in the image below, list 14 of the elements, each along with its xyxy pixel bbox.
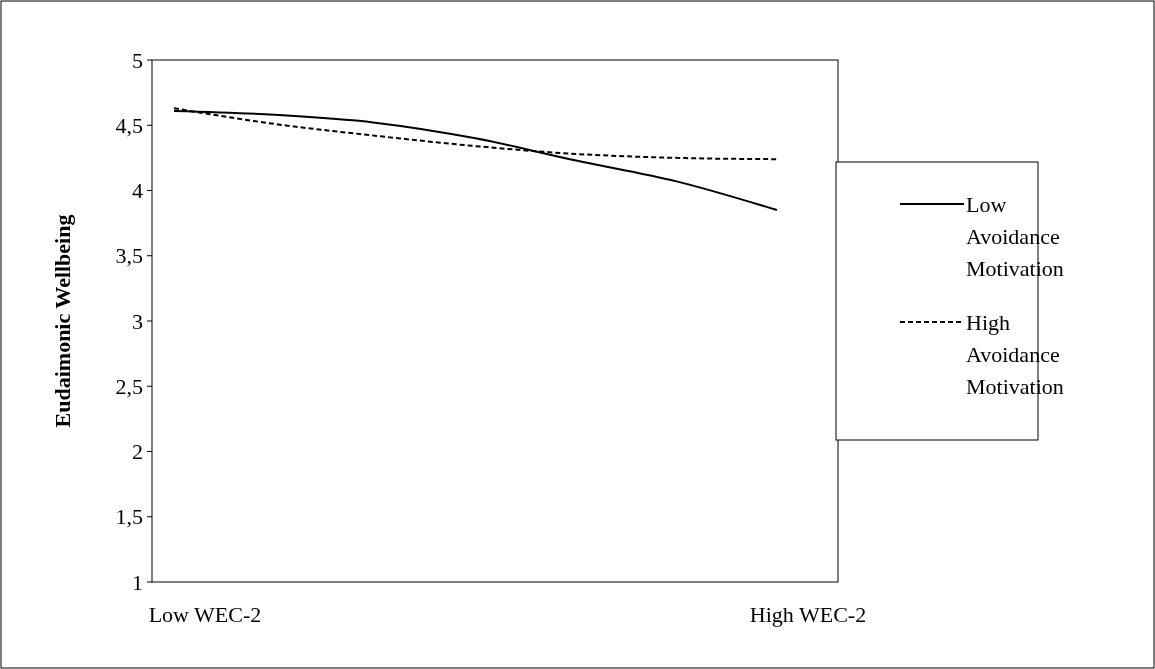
x-tick-label: Low WEC-2 xyxy=(148,602,262,627)
y-tick-label: 1 xyxy=(132,569,143,595)
y-tick-label: 4 xyxy=(132,178,143,204)
y-tick-label: 1,5 xyxy=(115,504,143,530)
legend-label: High Avoidance Motivation xyxy=(966,309,1064,399)
x-tick-label: High WEC-2 xyxy=(749,602,867,627)
legend-label: Low Avoidance Motivation xyxy=(966,191,1064,281)
y-axis-title: Eudaimonic Wellbeing xyxy=(50,214,75,428)
y-tick-label: 2 xyxy=(132,439,143,465)
y-tick-label: 5 xyxy=(132,47,143,73)
y-tick-label: 3,5 xyxy=(115,243,143,269)
y-tick-label: 4,5 xyxy=(115,112,143,138)
y-tick-label: 2,5 xyxy=(115,373,143,399)
y-tick-label: 3 xyxy=(132,308,143,334)
